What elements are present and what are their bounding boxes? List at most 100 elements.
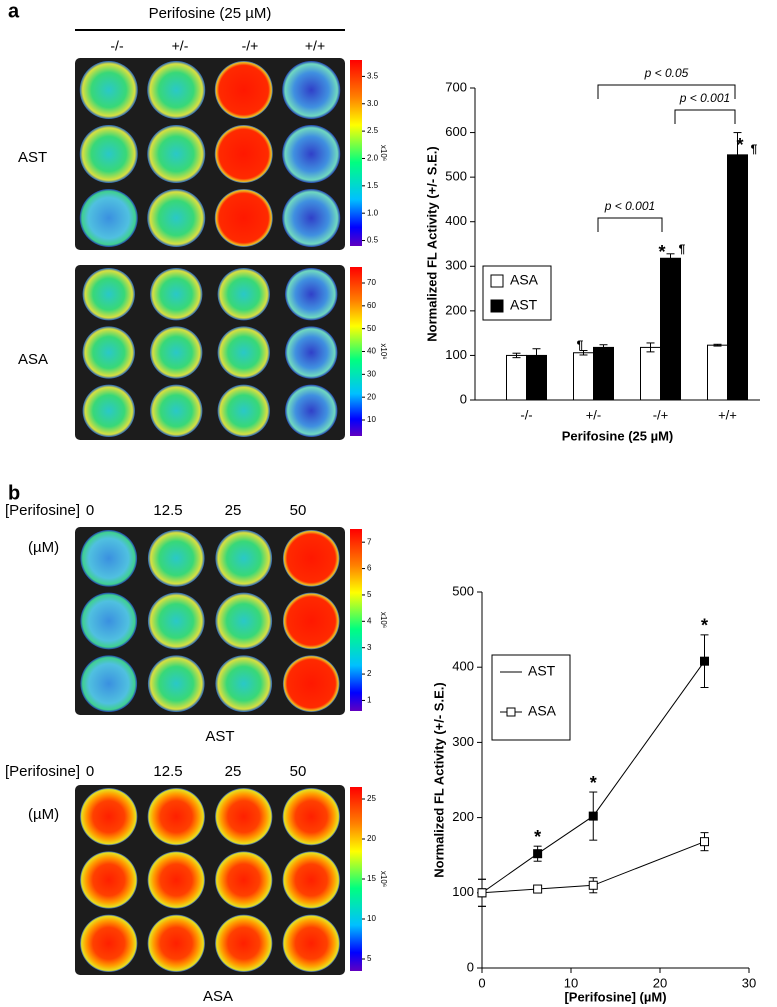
- well: [282, 788, 340, 846]
- significance-label: p < 0.05: [644, 66, 689, 80]
- marker: [588, 811, 598, 821]
- y-tick-label: 500: [452, 583, 474, 598]
- concentration-label: 25: [225, 502, 242, 519]
- well: [215, 788, 273, 846]
- concentration-header: [Perifosine]: [5, 763, 80, 780]
- y-axis-label: Normalized FL Activity (+/- S.E.): [431, 682, 446, 877]
- legend-swatch: [490, 299, 504, 313]
- marker: [533, 849, 543, 859]
- colorbar-unit: x10⁶: [379, 343, 388, 359]
- bar: [593, 346, 614, 401]
- well: [214, 189, 273, 247]
- condition-label: -/-: [110, 38, 124, 54]
- concentration-label: 50: [290, 502, 307, 519]
- colorbar-tick-label: 10: [367, 415, 376, 424]
- colorbar-tick-label: 3.5: [367, 72, 379, 81]
- colorbar-tick-label: 6: [367, 564, 372, 573]
- colorbar-tick-label: 60: [367, 301, 376, 310]
- legend-label: AST: [510, 297, 538, 313]
- significance-bracket: [674, 109, 736, 124]
- well: [80, 530, 138, 587]
- condition-label: +/+: [305, 38, 325, 54]
- colorbar-tick-label: 4: [367, 616, 372, 625]
- concentration-label: 0: [86, 763, 94, 780]
- y-axis-label: Normalized FL Activity (+/- S.E.): [424, 146, 439, 341]
- legend-box: [491, 654, 571, 741]
- colorbar-tick-label: 0.5: [367, 236, 379, 245]
- colorbar: [350, 60, 362, 246]
- colorbar: [350, 787, 362, 971]
- plate-label: ASA: [203, 988, 233, 1005]
- well: [282, 530, 340, 587]
- colorbar: [350, 529, 362, 711]
- well: [215, 655, 273, 713]
- colorbar-tick-label: 50: [367, 324, 376, 333]
- well: [285, 268, 338, 321]
- x-tick-label: 10: [564, 975, 578, 990]
- x-tick-label: 20: [653, 975, 667, 990]
- x-tick-label: -/+: [653, 407, 669, 422]
- plate: [75, 58, 345, 250]
- well: [282, 914, 340, 972]
- colorbar-unit: x10⁶: [379, 612, 388, 628]
- colorbar-tick-label: 20: [367, 834, 376, 843]
- plate: [75, 527, 345, 715]
- well: [147, 530, 205, 587]
- colorbar-tick-label: 1.0: [367, 208, 379, 217]
- well: [80, 851, 138, 909]
- well: [282, 61, 341, 119]
- well: [217, 384, 270, 438]
- concentration-label: 25: [225, 763, 242, 780]
- colorbar-tick-label: 2.0: [367, 154, 379, 163]
- well: [80, 788, 138, 846]
- marker: [477, 888, 487, 898]
- colorbar-unit: x10⁶: [379, 145, 388, 161]
- colorbar-tick-label: 10: [367, 914, 376, 923]
- well: [215, 851, 273, 909]
- annotation: *: [658, 242, 665, 262]
- x-axis-label: [Perifosine] (µM): [564, 989, 666, 1004]
- well: [147, 788, 205, 846]
- series-line: [481, 660, 705, 894]
- plate-label: ASA: [18, 351, 48, 368]
- legend-swatch: [490, 274, 504, 288]
- colorbar-tick-label: 15: [367, 874, 376, 883]
- annotation: *: [590, 773, 597, 793]
- well: [147, 851, 205, 909]
- marker: [588, 880, 598, 890]
- well: [147, 914, 205, 972]
- colorbar-tick-label: 1.5: [367, 181, 379, 190]
- well: [79, 61, 138, 119]
- condition-label: +/-: [172, 38, 189, 54]
- colorbar-tick-label: 30: [367, 369, 376, 378]
- marker: [700, 837, 709, 847]
- well: [147, 61, 206, 119]
- panel-label: a: [8, 0, 20, 22]
- plate: [75, 785, 345, 975]
- colorbar-tick-label: 3: [367, 643, 372, 652]
- concentration-label: 0: [86, 502, 94, 519]
- legend-marker: [506, 707, 516, 717]
- concentration-unit: (µM): [28, 539, 59, 556]
- colorbar-tick-label: 40: [367, 347, 376, 356]
- well: [217, 326, 270, 379]
- annotation: *: [534, 827, 541, 847]
- legend-label: AST: [528, 663, 556, 679]
- colorbar: [350, 267, 362, 436]
- significance-bracket: [597, 217, 663, 232]
- marker: [533, 884, 543, 894]
- annotation: ¶: [751, 142, 758, 156]
- colorbar-unit: x10⁶: [379, 871, 388, 887]
- well: [150, 268, 203, 321]
- concentration-label: 12.5: [153, 763, 182, 780]
- well: [217, 268, 270, 321]
- well: [147, 592, 205, 650]
- bar: [640, 346, 661, 401]
- colorbar-tick-label: 7: [367, 537, 372, 546]
- y-tick-label: 400: [452, 659, 474, 674]
- colorbar-tick-label: 5: [367, 954, 372, 963]
- y-tick-label: 200: [445, 302, 467, 317]
- well: [215, 530, 273, 587]
- significance-label: p < 0.001: [679, 91, 730, 105]
- treatment-header: Perifosine (25 µM): [149, 5, 272, 22]
